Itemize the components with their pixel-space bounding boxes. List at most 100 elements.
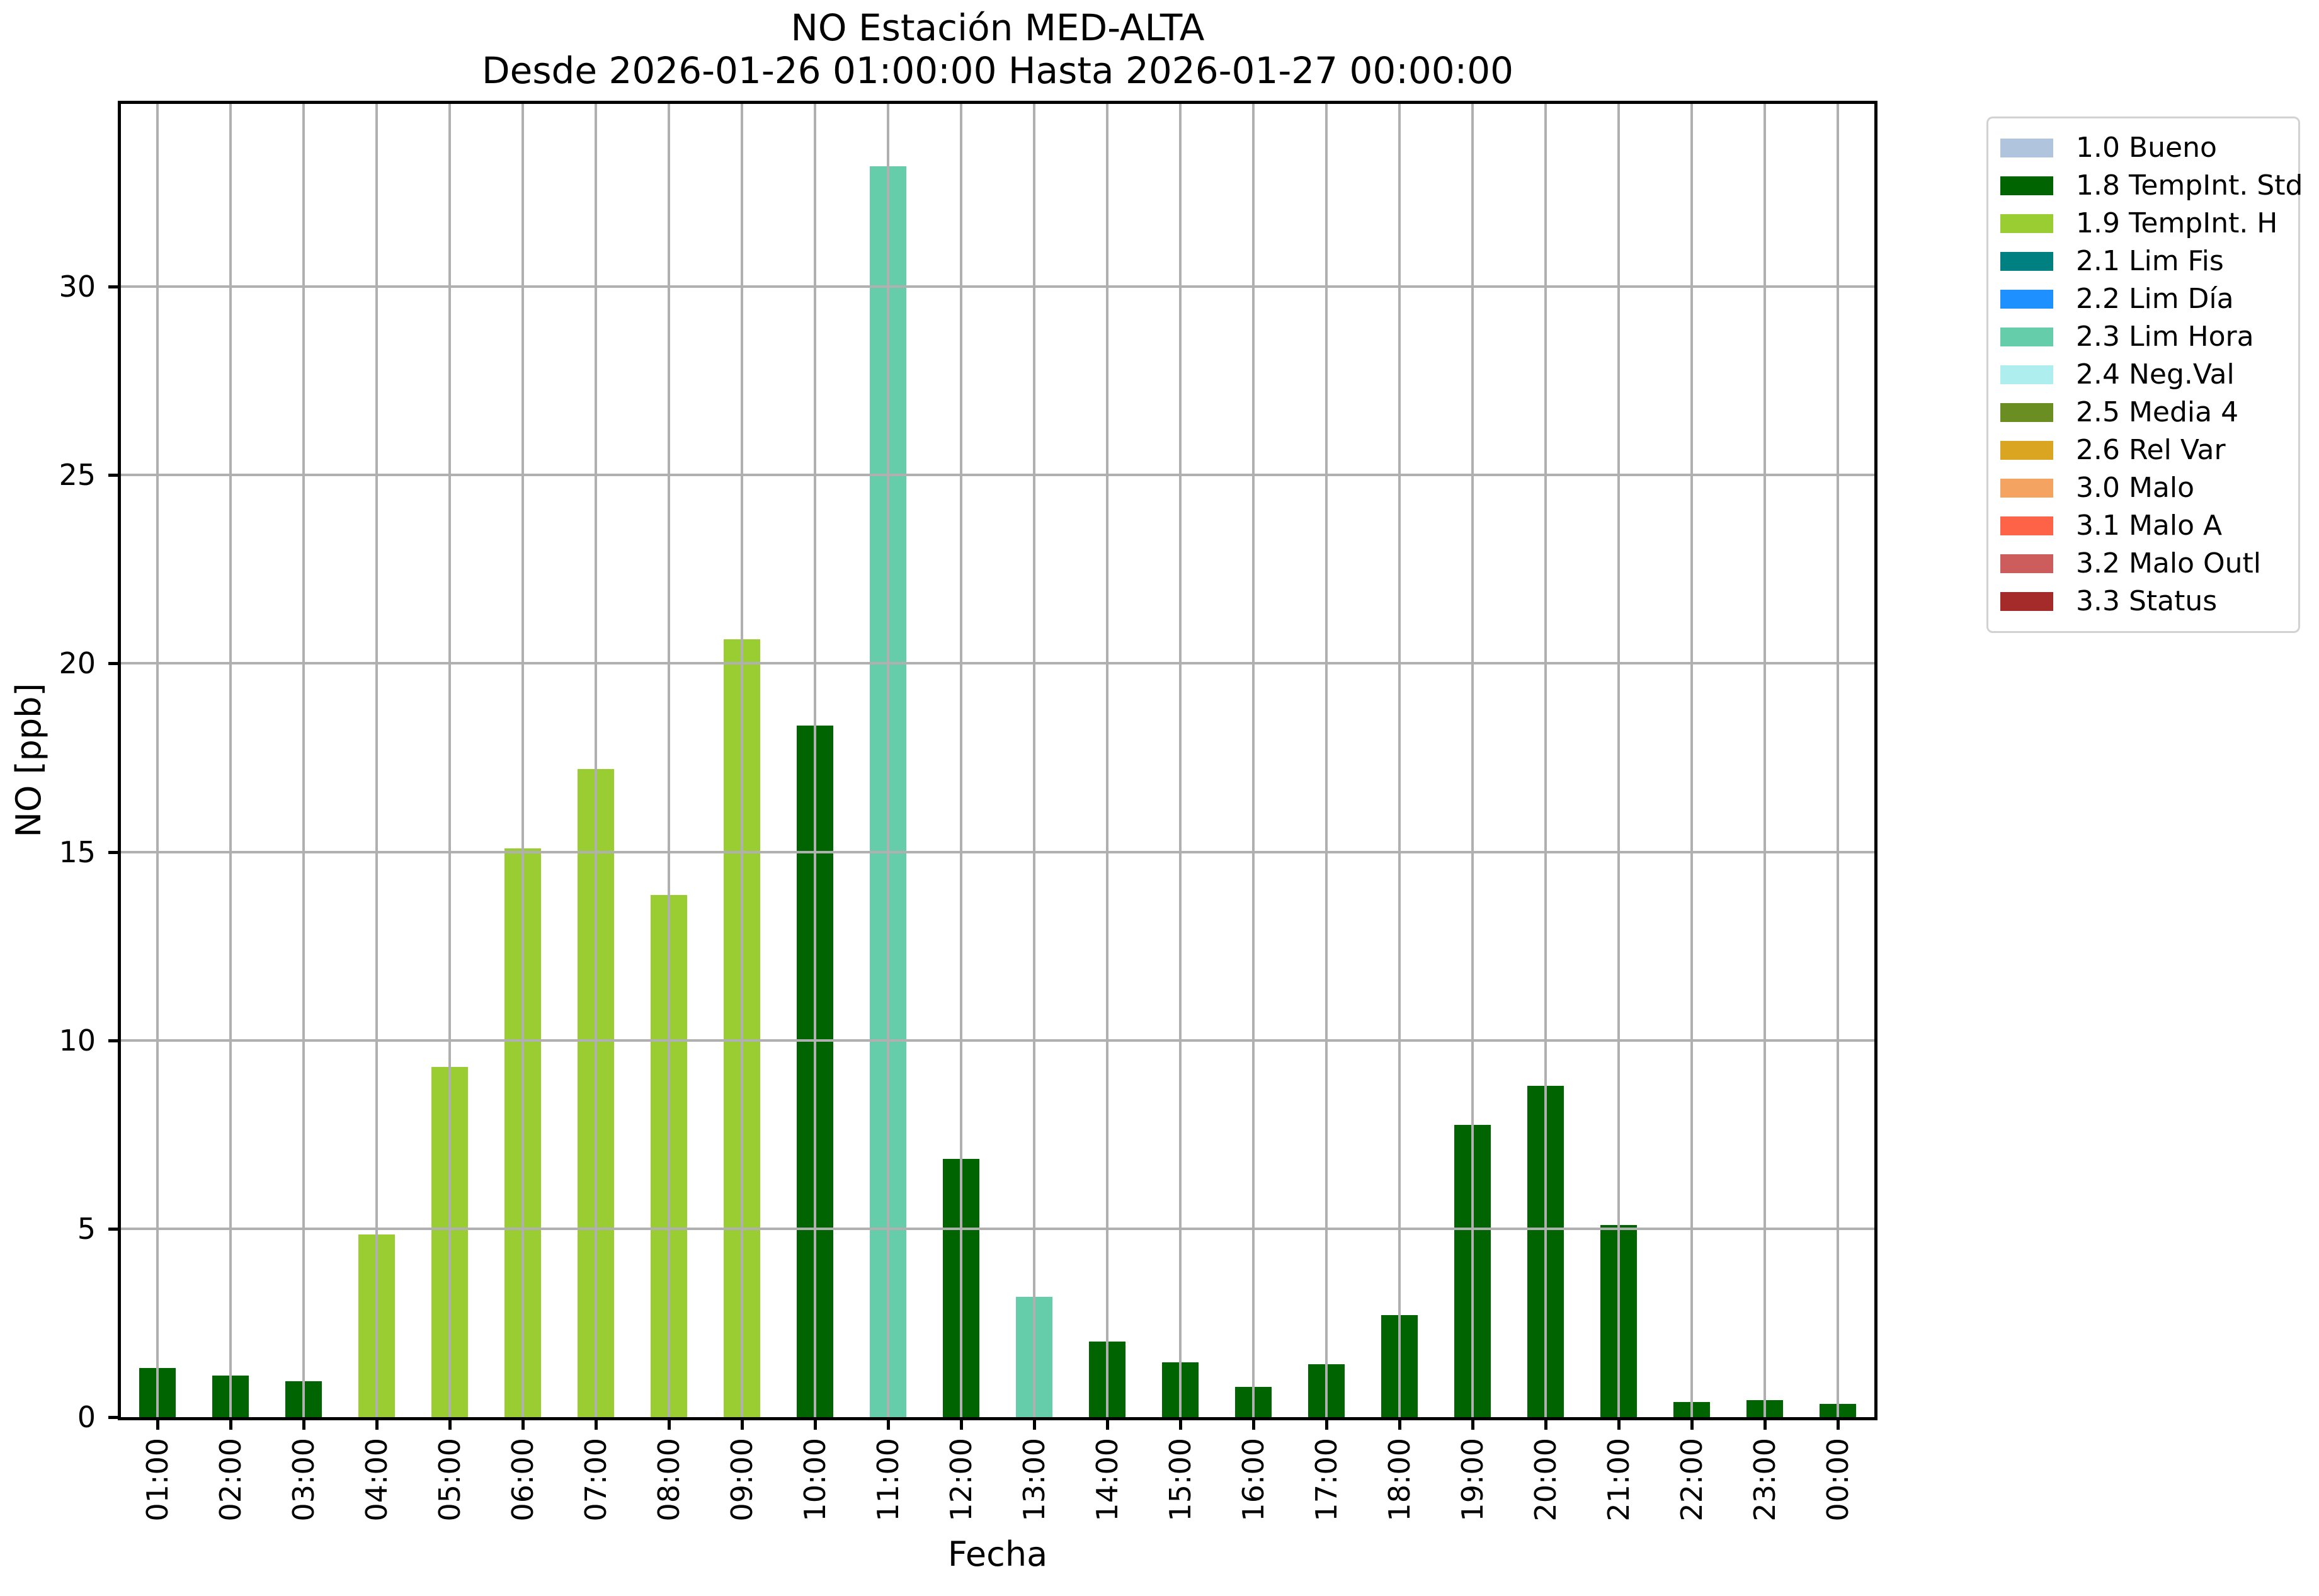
gridline-vertical bbox=[668, 104, 670, 1417]
legend-item: 2.1 Lim Fis bbox=[2000, 242, 2292, 280]
x-tick bbox=[1325, 1420, 1328, 1430]
chart-title-block: NO Estación MED-ALTA Desde 2026-01-26 01… bbox=[118, 6, 1877, 92]
x-tick-label-text: 23:00 bbox=[1748, 1438, 1782, 1522]
y-tick-label: 20 bbox=[59, 646, 96, 681]
x-tick bbox=[1544, 1420, 1547, 1430]
legend-item: 3.1 Malo A bbox=[2000, 507, 2292, 545]
legend-swatch bbox=[2000, 328, 2053, 346]
legend-item-label: 2.2 Lim Día bbox=[2076, 283, 2234, 315]
x-tick bbox=[595, 1420, 598, 1430]
x-tick-label-text: 16:00 bbox=[1236, 1438, 1270, 1522]
x-tick-label-text: 09:00 bbox=[725, 1438, 759, 1522]
x-tick bbox=[302, 1420, 305, 1430]
legend-item-label: 2.3 Lim Hora bbox=[2076, 321, 2254, 353]
y-axis-label: NO [ppb] bbox=[9, 683, 48, 838]
legend-swatch bbox=[2000, 252, 2053, 271]
legend-item-label: 3.1 Malo A bbox=[2076, 510, 2223, 542]
gridline-vertical bbox=[1471, 104, 1474, 1417]
y-tick-label: 0 bbox=[77, 1400, 96, 1434]
legend-item: 1.9 TempInt. H bbox=[2000, 205, 2292, 242]
x-tick-label-text: 07:00 bbox=[579, 1438, 613, 1522]
x-tick-label-text: 20:00 bbox=[1529, 1438, 1563, 1522]
legend-item-label: 1.9 TempInt. H bbox=[2076, 207, 2278, 239]
gridline-horizontal bbox=[121, 1039, 1874, 1042]
x-tick-label-text: 12:00 bbox=[944, 1438, 978, 1522]
legend-swatch bbox=[2000, 441, 2053, 460]
y-tick bbox=[108, 662, 118, 666]
x-tick bbox=[1690, 1420, 1694, 1430]
x-tick bbox=[887, 1420, 890, 1430]
x-tick bbox=[1617, 1420, 1621, 1430]
x-tick-label-text: 05:00 bbox=[433, 1438, 467, 1522]
x-tick-label-text: 00:00 bbox=[1821, 1438, 1855, 1522]
legend-item-label: 3.3 Status bbox=[2076, 585, 2218, 617]
y-tick bbox=[108, 850, 118, 854]
gridline-vertical bbox=[595, 104, 597, 1417]
x-tick bbox=[1106, 1420, 1109, 1430]
y-tick bbox=[108, 285, 118, 289]
gridline-vertical bbox=[448, 104, 451, 1417]
x-tick bbox=[960, 1420, 963, 1430]
gridline-horizontal bbox=[121, 474, 1874, 477]
x-tick bbox=[448, 1420, 452, 1430]
legend-item-label: 3.2 Malo Outl bbox=[2076, 547, 2262, 579]
gridline-vertical bbox=[887, 104, 889, 1417]
legend-swatch bbox=[2000, 516, 2053, 535]
x-tick-label-text: 17:00 bbox=[1309, 1438, 1343, 1522]
gridline-vertical bbox=[741, 104, 743, 1417]
legend-item: 2.3 Lim Hora bbox=[2000, 318, 2292, 356]
legend-swatch bbox=[2000, 365, 2053, 384]
x-axis-label: Fecha bbox=[947, 1534, 1048, 1574]
gridline-vertical bbox=[1617, 104, 1620, 1417]
x-tick bbox=[1471, 1420, 1474, 1430]
gridline-vertical bbox=[1544, 104, 1547, 1417]
x-tick-label-text: 04:00 bbox=[360, 1438, 394, 1522]
legend-swatch bbox=[2000, 139, 2053, 157]
legend-item-label: 3.0 Malo bbox=[2076, 472, 2195, 504]
legend-item: 3.0 Malo bbox=[2000, 469, 2292, 507]
legend-item-label: 2.5 Media 4 bbox=[2076, 396, 2239, 428]
x-tick-label-text: 15:00 bbox=[1163, 1438, 1197, 1522]
x-tick bbox=[668, 1420, 671, 1430]
gridline-vertical bbox=[156, 104, 159, 1417]
legend-item: 2.5 Media 4 bbox=[2000, 394, 2292, 431]
legend-item: 2.4 Neg.Val bbox=[2000, 356, 2292, 394]
y-tick-label: 25 bbox=[59, 458, 96, 493]
gridline-horizontal bbox=[121, 1227, 1874, 1230]
x-tick-label-text: 03:00 bbox=[287, 1438, 321, 1522]
x-tick-label-text: 21:00 bbox=[1602, 1438, 1636, 1522]
gridline-vertical bbox=[521, 104, 524, 1417]
y-tick-label: 15 bbox=[59, 835, 96, 869]
x-tick-label-text: 10:00 bbox=[798, 1438, 832, 1522]
gridline-horizontal bbox=[121, 662, 1874, 665]
gridline-vertical bbox=[229, 104, 232, 1417]
legend-item: 3.2 Malo Outl bbox=[2000, 545, 2292, 583]
legend-item: 1.0 Bueno bbox=[2000, 129, 2292, 167]
x-tick bbox=[1033, 1420, 1036, 1430]
legend-item: 1.8 TempInt. Std bbox=[2000, 167, 2303, 205]
x-tick-label-text: 06:00 bbox=[506, 1438, 540, 1522]
x-tick bbox=[1763, 1420, 1767, 1430]
gridline-vertical bbox=[1325, 104, 1328, 1417]
x-tick-label-text: 22:00 bbox=[1675, 1438, 1709, 1522]
legend-swatch bbox=[2000, 554, 2053, 573]
gridline-horizontal bbox=[121, 850, 1874, 853]
chart-subtitle: Desde 2026-01-26 01:00:00 Hasta 2026-01-… bbox=[481, 49, 1514, 92]
legend-swatch bbox=[2000, 592, 2053, 611]
x-tick-label-text: 13:00 bbox=[1017, 1438, 1051, 1522]
y-tick-label: 10 bbox=[59, 1023, 96, 1057]
gridline-vertical bbox=[1690, 104, 1693, 1417]
legend-item-label: 1.8 TempInt. Std bbox=[2076, 169, 2303, 202]
x-tick bbox=[1179, 1420, 1182, 1430]
gridline-vertical bbox=[960, 104, 962, 1417]
x-tick-label-text: 02:00 bbox=[214, 1438, 248, 1522]
gridline-vertical bbox=[1033, 104, 1035, 1417]
gridline-vertical bbox=[1398, 104, 1401, 1417]
legend-item-label: 2.4 Neg.Val bbox=[2076, 358, 2235, 390]
gridline-vertical bbox=[1106, 104, 1108, 1417]
legend: 1.0 Bueno 1.8 TempInt. Std 1.9 TempInt. H 2… bbox=[1986, 117, 2303, 633]
y-tick bbox=[108, 1416, 118, 1419]
x-tick bbox=[814, 1420, 817, 1430]
y-tick-label: 5 bbox=[77, 1211, 96, 1246]
